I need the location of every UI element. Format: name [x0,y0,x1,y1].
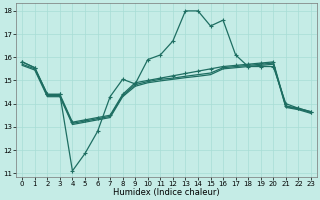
X-axis label: Humidex (Indice chaleur): Humidex (Indice chaleur) [113,188,220,197]
